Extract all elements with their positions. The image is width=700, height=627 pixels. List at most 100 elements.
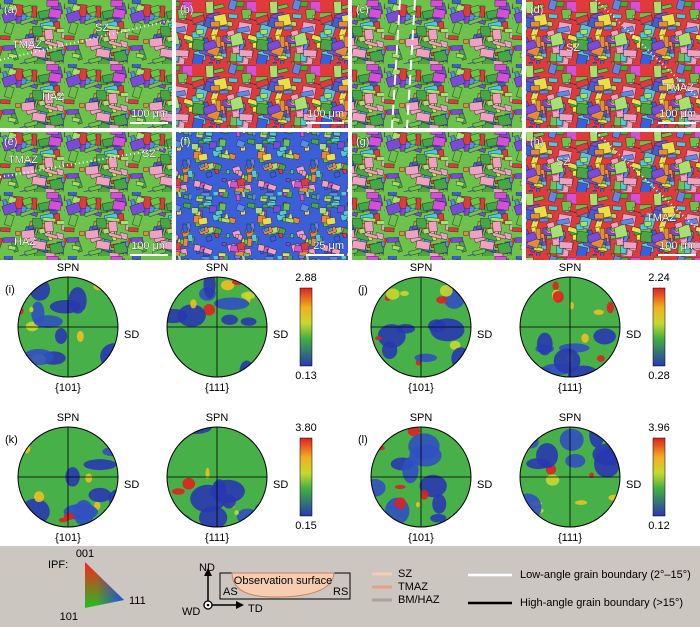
pf-blob [402,456,419,484]
colorbar-min: 0.28 [648,370,669,382]
pf-blob [100,343,118,370]
ipf-title: IPF: [48,559,68,571]
pf-blob [113,291,118,301]
pf-blob [177,304,206,327]
pole-figure [18,427,118,527]
pf-blob [593,328,616,345]
scale-bar-label: 100 μm [131,240,168,252]
pf-name: {111} [558,532,582,544]
colorbar [299,287,313,367]
pf-blob [375,358,383,365]
pf-blob [221,314,238,325]
ebsd-map [352,0,522,128]
pf-blob [203,277,216,299]
pf-blob [581,333,589,343]
pf-blob [93,282,107,291]
pf-blob [198,506,228,527]
zone-label: TMAZ [646,212,676,224]
pf-blob [33,491,45,503]
pf-blob [569,302,574,310]
colorbar-max: 2.88 [295,272,316,284]
panel-label: (g) [356,136,369,148]
boundary-line [391,0,401,129]
pole-figure [18,277,118,377]
pf-blob [259,284,267,293]
colorbar-max: 3.80 [295,422,316,434]
pf-side: SD [124,329,139,341]
scale-bar-label: 100 μm [659,240,696,252]
pf-blob [371,285,378,291]
pf-blob [436,296,448,304]
pf-blob [439,284,453,297]
pf-blob [58,517,68,523]
td-label: TD [248,603,263,615]
pf-blob [100,277,113,285]
pf-name: {101} [55,532,81,544]
pf-blob [552,290,564,303]
pf-blob [596,355,605,362]
pf-blob [559,428,584,451]
pf-blob [414,353,438,362]
pf-top: SPN [559,412,582,424]
pf-top: SPN [206,412,229,424]
pf-blob [18,518,41,527]
ipf-triangle [85,562,124,608]
pf-blob [371,478,386,497]
colorbar [299,437,313,517]
pf-blob [236,523,249,527]
ebsd-map [352,132,522,260]
nd-label: ND [199,562,215,574]
pf-blob [76,330,84,343]
pf-blob [432,494,447,514]
zone-label: SZ [95,22,109,34]
sz-shape [231,572,335,598]
pf-top: SPN [559,262,582,274]
pf-side: SD [477,329,492,341]
boundary-line [406,0,416,129]
pf-blob [190,299,197,309]
colorbar [652,287,666,367]
arrow-head [236,601,244,609]
zone-label: SZ [556,156,570,168]
pf-blob [171,514,193,527]
pf-blob [83,459,117,471]
pf-blob [394,497,407,509]
pf-blob [203,303,216,316]
panel-label: (d) [530,4,543,16]
pf-blob [63,513,75,521]
zone-label: HAZ [42,91,64,103]
arrow-head [204,568,212,576]
pf-blob [31,301,45,325]
pf-blob [428,319,446,333]
colorbar-min: 0.12 [648,520,669,532]
scale-bar-label: 25 μm [313,240,344,252]
ebsd-map [176,0,348,128]
pf-name: {101} [408,382,434,394]
zone-label: SZ [142,148,156,160]
pf-blob [88,487,112,503]
scale-bar-label: 100 μm [307,108,344,120]
pf-blob [252,362,260,370]
pf-blob [375,335,382,341]
panel-label: (k) [5,434,18,446]
pf-blob [29,306,34,313]
ebsd-map [526,0,700,128]
panel-label: (f) [180,136,190,148]
pf-blob [85,473,93,483]
panel-label: (b) [180,4,193,16]
panel-label: (i) [5,284,15,296]
pf-blob [592,443,620,466]
pf-blob [415,501,420,508]
pf-blob [614,355,620,368]
pf-blob [552,281,559,291]
panel-label: (j) [358,284,368,296]
pf-blob [239,360,254,377]
pf-blob [49,299,81,314]
pf-side: SD [477,479,492,491]
zone-boundary [595,0,700,101]
zone-boundary [595,131,700,233]
pf-name: {111} [558,382,582,394]
pf-blob [520,493,542,522]
pf-blob [255,503,267,514]
ebsd-map [0,0,172,128]
